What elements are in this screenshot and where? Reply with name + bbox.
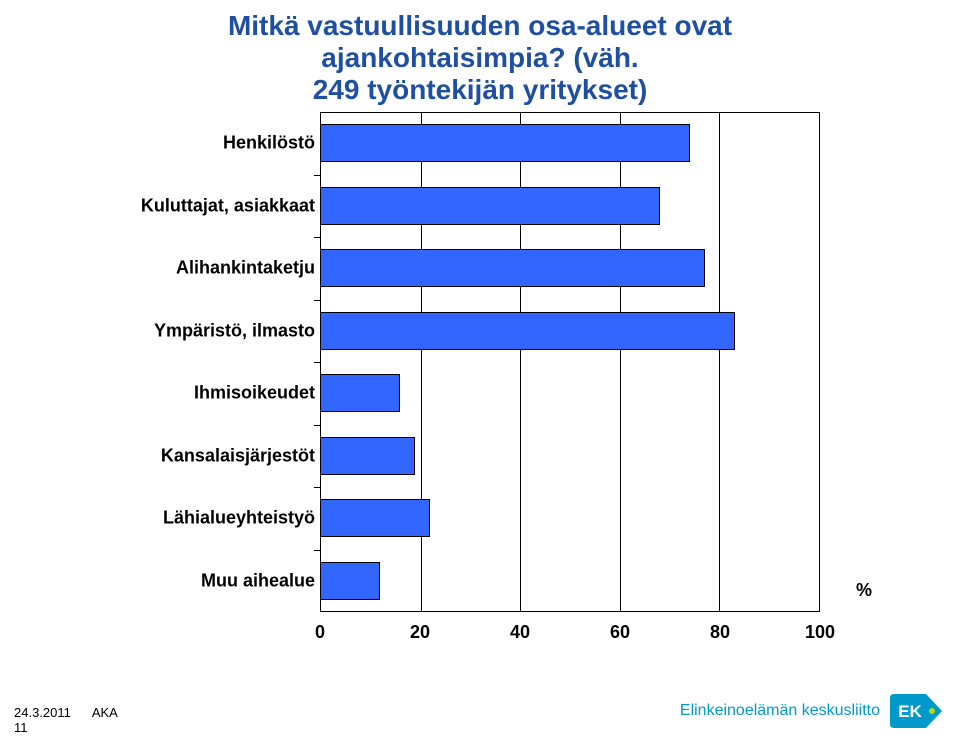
chart-bars	[320, 112, 820, 612]
bar-slot	[320, 237, 820, 300]
bar	[320, 437, 415, 475]
bar	[320, 187, 660, 225]
x-tick-label: 0	[315, 622, 325, 643]
bar-slot	[320, 300, 820, 363]
x-tick-label: 100	[805, 622, 835, 643]
y-axis-ticks	[120, 112, 320, 612]
x-tick-label: 60	[610, 622, 630, 643]
ek-logo-icon: EK	[890, 690, 942, 732]
footer-code: AKA	[92, 705, 118, 720]
bar	[320, 124, 690, 162]
bar-chart: HenkilöstöKuluttajat, asiakkaatAlihankin…	[120, 112, 820, 612]
footer-date: 24.3.2011	[14, 705, 71, 720]
svg-text:EK: EK	[898, 702, 922, 721]
bar-slot	[320, 112, 820, 175]
bar-slot	[320, 550, 820, 613]
title-line-2: ajankohtaisimpia? (väh.	[0, 42, 960, 74]
bar	[320, 374, 400, 412]
footer-meta: 24.3.2011 AKA 11	[14, 705, 118, 736]
bar	[320, 499, 430, 537]
chart-title: Mitkä vastuullisuuden osa-alueet ovat aj…	[0, 0, 960, 107]
brand-text: Elinkeinoelämän keskusliitto	[680, 702, 880, 720]
x-axis-unit: %	[856, 580, 872, 601]
footer-page: 11	[14, 720, 28, 735]
x-axis-labels: 020406080100	[320, 616, 820, 646]
x-tick-label: 40	[510, 622, 530, 643]
bar-slot	[320, 425, 820, 488]
title-line-3: 249 työntekijän yritykset)	[0, 74, 960, 106]
bar	[320, 312, 735, 350]
footer-brand: Elinkeinoelämän keskusliitto EK	[680, 690, 942, 732]
bar-slot	[320, 175, 820, 238]
title-line-1: Mitkä vastuullisuuden osa-alueet ovat	[0, 10, 960, 42]
x-tick-label: 20	[410, 622, 430, 643]
bar	[320, 562, 380, 600]
bar-slot	[320, 487, 820, 550]
x-tick-label: 80	[710, 622, 730, 643]
bar-slot	[320, 362, 820, 425]
bar	[320, 249, 705, 287]
